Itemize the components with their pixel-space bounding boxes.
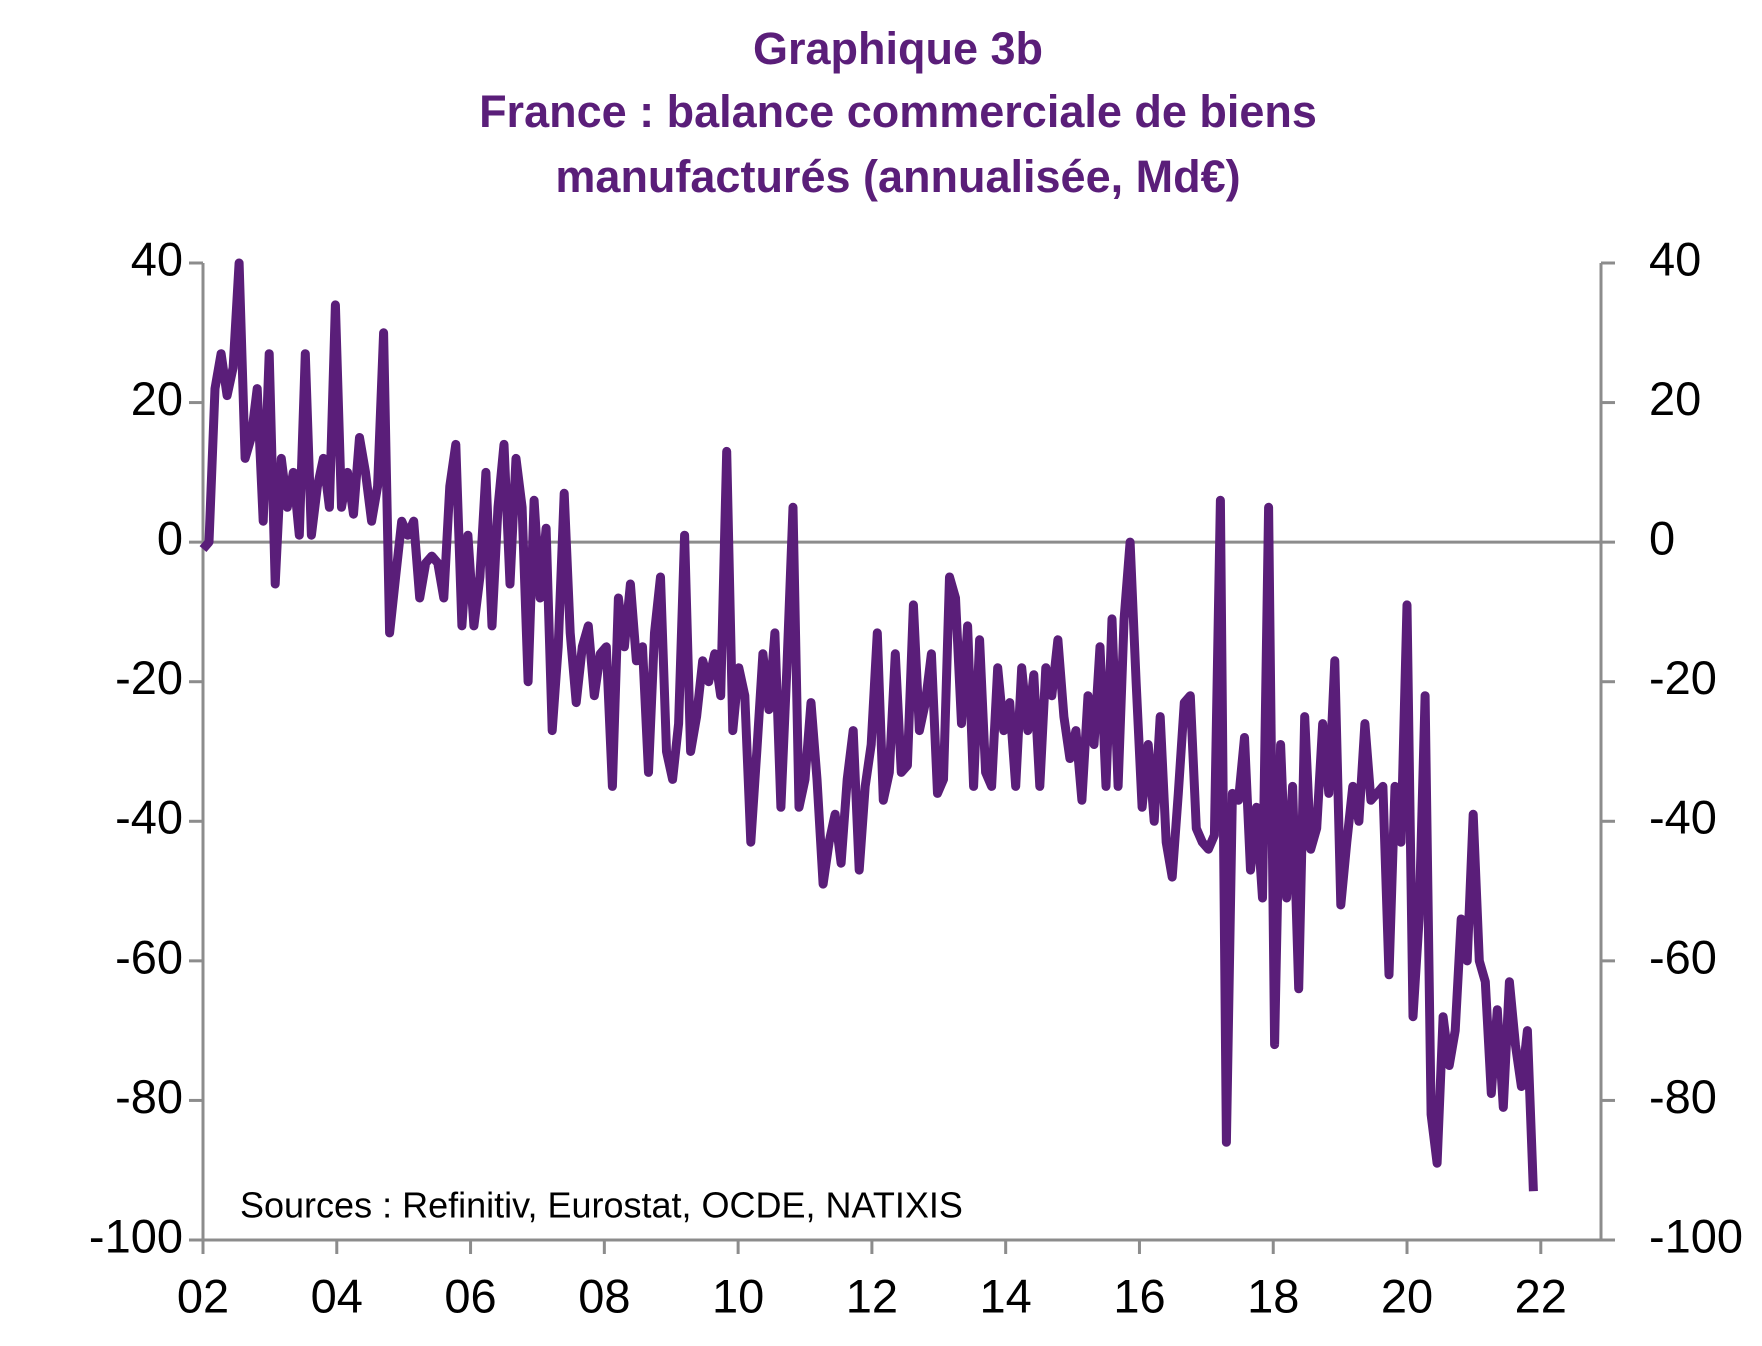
chart-title: France : balance commerciale de biens <box>479 86 1317 137</box>
source-note: Sources : Refinitiv, Eurostat, OCDE, NAT… <box>240 1185 963 1226</box>
line-series <box>199 258 1538 1192</box>
x-tick-label: 18 <box>1247 1269 1299 1322</box>
x-tick-label: 14 <box>980 1269 1032 1322</box>
y2-tick-label: 40 <box>1649 232 1701 285</box>
y-tick-label: 20 <box>131 372 183 425</box>
y2-tick-label: -80 <box>1649 1070 1717 1123</box>
y2-tick-label: -100 <box>1649 1209 1743 1262</box>
y-tick-label: -80 <box>115 1070 183 1123</box>
y2-tick-label: -20 <box>1649 651 1717 704</box>
y-tick-label: 0 <box>157 512 183 565</box>
y-tick-label: -20 <box>115 651 183 704</box>
x-tick-label: 08 <box>578 1269 630 1322</box>
y-tick-label: -100 <box>89 1209 183 1262</box>
x-tick-label: 06 <box>444 1269 496 1322</box>
x-tick-label: 22 <box>1515 1269 1567 1322</box>
chart-title: Graphique 3b <box>753 23 1043 74</box>
y-tick-label: 40 <box>131 232 183 285</box>
x-tick-label: 12 <box>846 1269 898 1322</box>
x-tick-label: 16 <box>1113 1269 1165 1322</box>
x-tick-label: 10 <box>712 1269 764 1322</box>
chart-title: manufacturés (annualisée, Md€) <box>555 151 1240 202</box>
y2-tick-label: -40 <box>1649 791 1717 844</box>
x-tick-label: 04 <box>311 1269 363 1322</box>
y-tick-label: -40 <box>115 791 183 844</box>
y2-tick-label: 0 <box>1649 512 1675 565</box>
y2-tick-label: -60 <box>1649 930 1717 983</box>
x-tick-label: 20 <box>1381 1269 1433 1322</box>
y-tick-label: -60 <box>115 930 183 983</box>
x-tick-label: 02 <box>177 1269 229 1322</box>
y2-tick-label: 20 <box>1649 372 1701 425</box>
